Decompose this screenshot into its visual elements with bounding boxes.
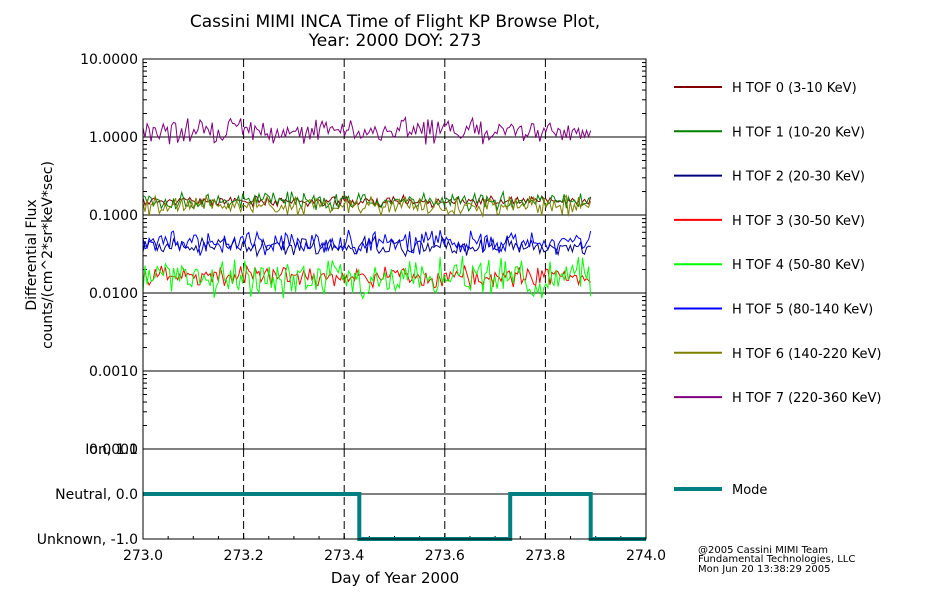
legend-label: H TOF 1 (10-20 KeV) (732, 125, 865, 140)
mode-series-line (143, 492, 646, 541)
flux-panel-frame (142, 58, 647, 450)
mode-tick-label: Unknown, -1.0 (37, 532, 138, 548)
credit-company: Fundamental Technologies, LLC (698, 554, 856, 565)
flux-series-line (142, 229, 592, 256)
legend-label-mode: Mode (732, 483, 767, 498)
legend: H TOF 0 (3-10 KeV) H TOF 1 (10-20 KeV) H T… (674, 81, 881, 498)
x-tick-label: 274.0 (626, 548, 666, 564)
flux-axis-title: Differential Flux counts/(cm^2*sr*keV*se… (24, 161, 56, 349)
x-tick-label: 273.2 (224, 548, 264, 564)
flux-series-line (142, 116, 592, 145)
flux-axis-units: counts/(cm^2*sr*keV*sec) (40, 161, 56, 349)
mode-tick-label: Neutral, 0.0 (55, 487, 138, 503)
x-axis-label: Day of Year 2000 (331, 569, 459, 587)
legend-label: H TOF 6 (140-220 KeV) (732, 347, 881, 362)
flux-tick-label: 0.0010 (89, 364, 138, 380)
legend-label: H TOF 7 (220-360 KeV) (732, 391, 881, 406)
flux-tick-label: 0.0001 (89, 442, 138, 458)
flux-tick-label: 1.0000 (89, 130, 138, 146)
flux-panel: 10.0000 1.0000 0.1000 0.0100 0.0010 0.0001 (80, 52, 647, 458)
legend-label: H TOF 3 (30-50 KeV) (732, 214, 865, 229)
flux-series-line (142, 234, 591, 258)
legend-label: H TOF 2 (20-30 KeV) (732, 170, 865, 185)
flux-tick-label: 0.0100 (89, 286, 138, 302)
x-tick-label: 273.8 (525, 548, 565, 564)
flux-series-line (142, 194, 592, 219)
legend-label: H TOF 5 (80-140 KeV) (732, 303, 873, 318)
flux-tick-label: 10.0000 (80, 52, 138, 68)
x-tick-label: 273.0 (123, 548, 163, 564)
legend-label: H TOF 0 (3-10 KeV) (732, 81, 857, 96)
chart-subtitle: Year: 2000 DOY: 273 (308, 31, 482, 51)
flux-tick-label: 0.1000 (89, 208, 138, 224)
mode-panel-frame (142, 448, 647, 540)
x-tick-label: 273.4 (324, 548, 364, 564)
credit-team: @2005 Cassini MIMI Team (698, 545, 828, 556)
flux-series-line (142, 255, 592, 300)
x-tick-label: 273.6 (425, 548, 465, 564)
credit-timestamp: Mon Jun 20 13:38:29 2005 (698, 564, 831, 575)
chart-title: Cassini MIMI INCA Time of Flight KP Brow… (190, 12, 600, 32)
legend-label: H TOF 4 (50-80 KeV) (732, 258, 865, 273)
flux-series-line (142, 264, 592, 290)
mode-tick-label: Ion, 1.0 (85, 442, 138, 458)
flux-axis-label: Differential Flux (24, 199, 40, 310)
